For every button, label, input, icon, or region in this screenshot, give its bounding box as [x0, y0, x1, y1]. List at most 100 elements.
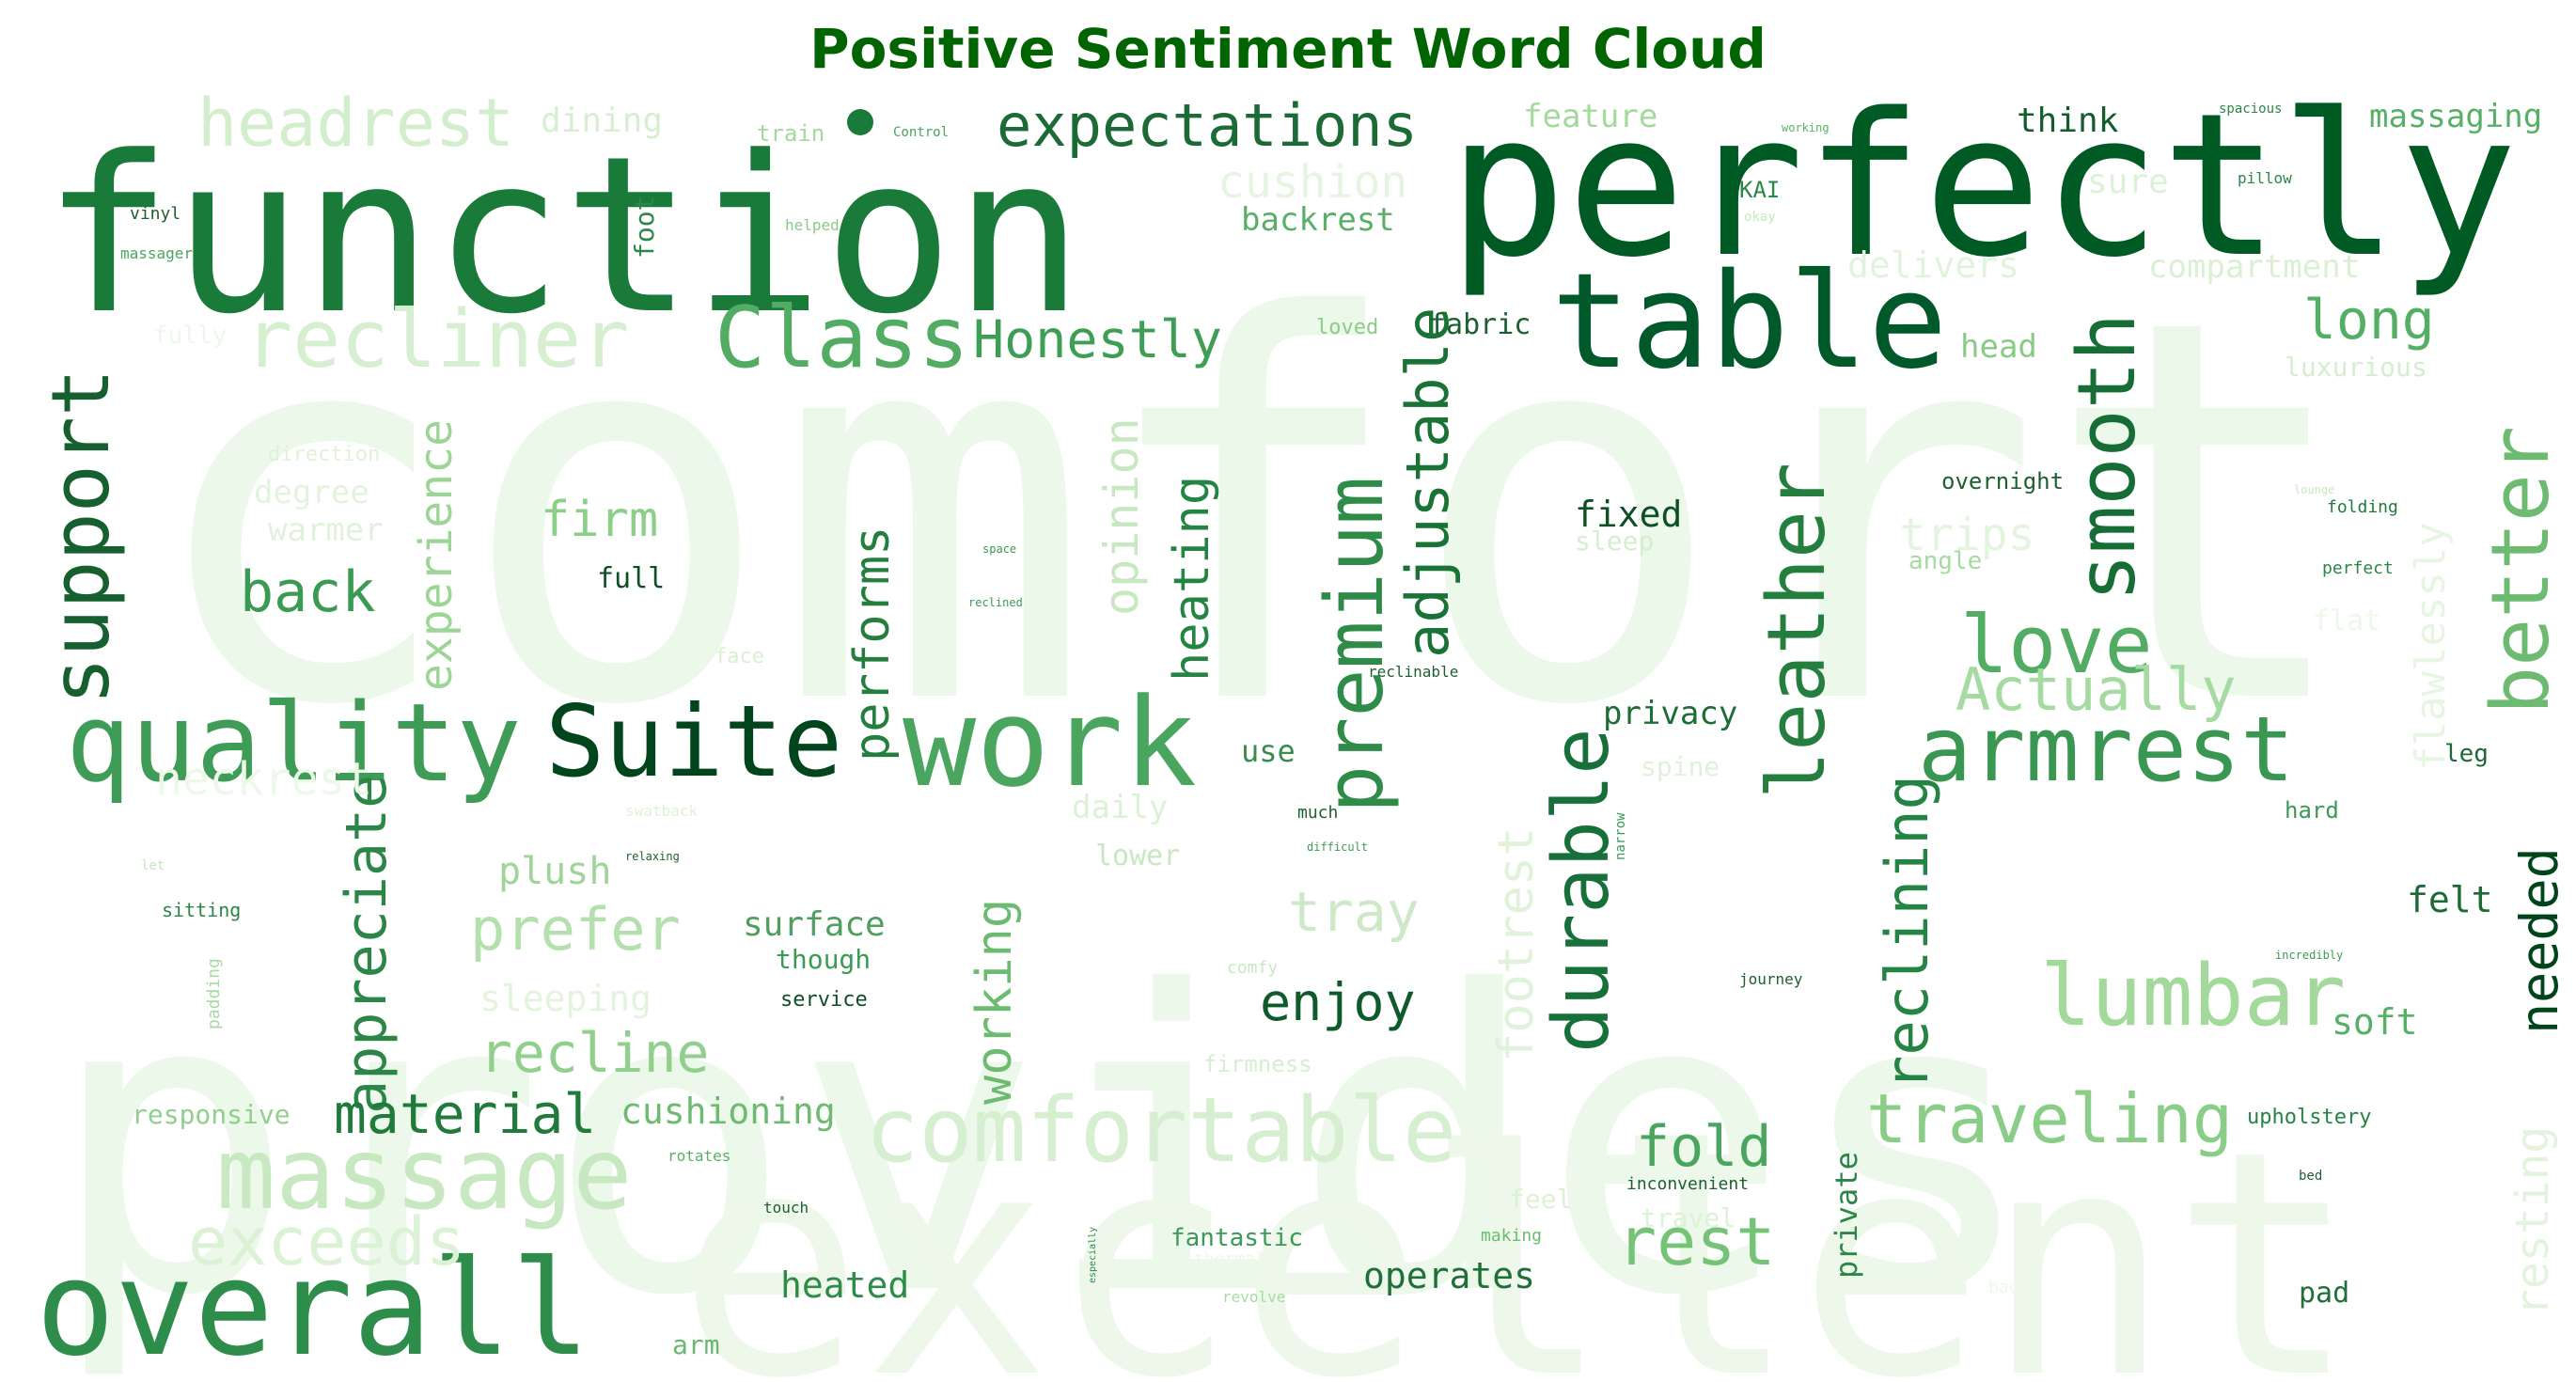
word-tray: tray	[1288, 880, 1420, 944]
word-help: help	[1857, 1208, 1893, 1226]
word-perfect: perfect	[2322, 558, 2394, 578]
word-resting: resting	[2506, 1126, 2559, 1316]
word-head: head	[1960, 328, 2037, 366]
word-touch: touch	[763, 1199, 809, 1217]
word-fold: fold	[1636, 1114, 1772, 1180]
word-privacy: privacy	[1603, 695, 1737, 732]
word-incredibly: incredibly	[2275, 949, 2343, 962]
word-warmer: warmer	[268, 511, 384, 549]
word-back: back	[240, 559, 376, 625]
word-cushioning: cushioning	[620, 1091, 836, 1132]
word-enjoy: enjoy	[1260, 972, 1416, 1032]
word-overall: overall	[36, 1233, 590, 1382]
word-massaging: massaging	[2369, 98, 2542, 135]
word-service: service	[780, 988, 868, 1012]
word-thermal: thermal	[1194, 1249, 1265, 1269]
word-comfort: comfort	[141, 208, 2360, 821]
word-provides: provides	[47, 904, 2039, 1382]
dot-mark	[847, 109, 873, 135]
word-degree: degree	[254, 474, 369, 511]
word-massager: massager	[120, 244, 193, 262]
word-space: space	[982, 542, 1016, 556]
word-narrow: narrow	[1613, 812, 1628, 860]
word-reclining: reclining	[1873, 775, 1941, 1091]
word-okay: okay	[1744, 210, 1776, 225]
word-long: long	[2303, 288, 2435, 352]
word-delivers: delivers	[1847, 244, 2019, 286]
word-exceeds: exceeds	[188, 1203, 465, 1280]
word-durable: durable	[1537, 728, 1626, 1053]
word-rest: rest	[1617, 1203, 1776, 1280]
word-dining: dining	[541, 102, 663, 140]
word-lumbar: lumbar	[2040, 947, 2346, 1045]
word-lower: lower	[1095, 840, 1180, 872]
word-fully: fully	[153, 322, 227, 350]
word-foot: foot	[629, 196, 660, 259]
word-heating: heating	[1164, 476, 1220, 682]
word-actually: Actually	[1956, 655, 2237, 724]
word-fabric: fabric	[1429, 308, 1531, 341]
word-neckrest: neckrest	[155, 753, 372, 806]
word-rotates: rotates	[668, 1147, 730, 1165]
word-performs: performs	[844, 526, 901, 762]
word-helped: helped	[785, 216, 840, 234]
word-leather: leather	[1751, 463, 1844, 799]
word-full: full	[597, 562, 665, 595]
word-compartment: compartment	[2148, 248, 2360, 286]
word-table: table	[1551, 245, 1947, 399]
word-revolve: revolve	[1222, 1288, 1285, 1306]
word-use: use	[1241, 733, 1296, 769]
word-control: Control	[893, 125, 949, 140]
word-recline: recline	[479, 1021, 709, 1085]
word-working: working	[1782, 121, 1830, 134]
word-firmness: firmness	[1203, 1051, 1312, 1077]
word-love: love	[1960, 599, 2153, 692]
word-class: Class	[715, 289, 969, 387]
word-upholstery: upholstery	[2247, 1106, 2371, 1129]
word-felt: felt	[2407, 879, 2493, 920]
word-reclined: reclined	[968, 596, 1023, 609]
word-suite: Suite	[545, 684, 842, 799]
word-needed: needed	[2509, 847, 2569, 1034]
word-function: function	[42, 111, 1084, 362]
word-premium: premium	[1309, 477, 1402, 813]
word-better: better	[2474, 426, 2568, 715]
word-working: working	[966, 899, 1023, 1105]
word-footrest: footrest	[1488, 827, 1545, 1062]
word-pad: pad	[2299, 1277, 2349, 1310]
word-feature: feature	[1523, 98, 1657, 135]
word-loved: loved	[1316, 316, 1378, 339]
word-comfortable: comfortable	[865, 1079, 1456, 1183]
word-daily: daily	[1072, 789, 1168, 826]
word-though: though	[776, 944, 871, 975]
word-opinion: opinion	[1094, 417, 1149, 616]
word-much: much	[1297, 803, 1338, 823]
word-soft: soft	[2332, 1001, 2418, 1043]
word-operates: operates	[1363, 1255, 1535, 1296]
word-inconvenient: inconvenient	[1626, 1174, 1749, 1194]
word-sleeping: sleeping	[479, 978, 652, 1019]
word-appreciate: appreciate	[334, 775, 400, 1114]
word-private: private	[1829, 1152, 1864, 1279]
word-armrest: armrest	[1918, 699, 2294, 802]
word-comfy: comfy	[1227, 958, 1278, 978]
word-kai: KAI	[1739, 177, 1780, 203]
word-adjustable: adjustable	[1393, 307, 1462, 658]
word-work: work	[903, 671, 1197, 814]
word-quality: quality	[66, 681, 522, 807]
word-backrest: backrest	[1241, 201, 1395, 239]
word-trips: trips	[1899, 509, 2035, 561]
word-cushion: cushion	[1217, 156, 1407, 209]
word-material: material	[334, 1082, 596, 1146]
word-spine: spine	[1641, 751, 1720, 782]
word-expectations: expectations	[997, 91, 1418, 160]
word-especially: especially	[1088, 1227, 1098, 1283]
word-back: back	[1988, 1278, 2030, 1297]
word-excellent: excellent	[677, 1085, 2358, 1382]
word-smooth: smooth	[2061, 313, 2154, 602]
word-angle: angle	[1908, 547, 1982, 575]
word-fantastic: fantastic	[1170, 1224, 1303, 1252]
word-responsive: responsive	[132, 1099, 291, 1130]
